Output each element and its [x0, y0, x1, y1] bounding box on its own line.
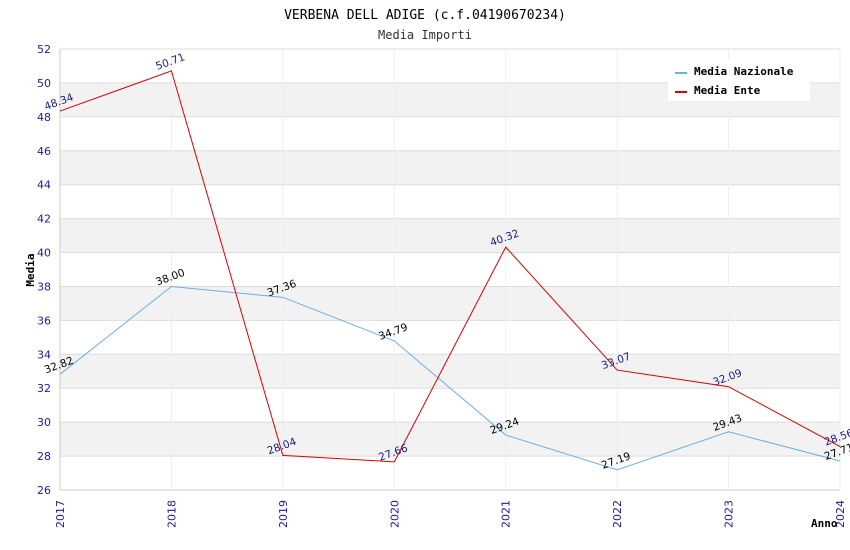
series-line-1 — [59, 70, 841, 463]
y-tick-label: 26 — [37, 484, 51, 497]
grid-band — [60, 286, 840, 321]
x-tick-label: 2023 — [723, 500, 736, 528]
x-tick-label: 2024 — [834, 500, 847, 528]
y-tick-label: 34 — [37, 348, 51, 361]
legend-label-ente: Media Ente — [694, 84, 761, 97]
x-tick-label: 2018 — [165, 500, 178, 528]
y-tick-label: 46 — [37, 145, 51, 158]
y-tick-labels: 26 28 30 32 34 36 38 40 42 44 46 48 50 52 — [37, 43, 51, 497]
grid-band — [60, 354, 840, 389]
legend-label-nazionale: Media Nazionale — [694, 65, 794, 78]
data-label: 38.00 — [154, 267, 186, 289]
y-tick-label: 44 — [37, 179, 51, 192]
x-tick-label: 2022 — [611, 500, 624, 528]
legend: Media Nazionale Media Ente — [668, 59, 810, 101]
y-axis-label: Media — [24, 253, 37, 286]
x-tick-labels: 2017 2018 2019 2020 2021 2022 2023 2024 — [54, 500, 847, 528]
grid-band — [60, 218, 840, 253]
x-tick-label: 2017 — [54, 500, 67, 528]
y-tick-label: 38 — [37, 280, 51, 293]
y-tick-label: 52 — [37, 43, 51, 56]
y-tick-label: 30 — [37, 416, 51, 429]
series-lines — [59, 70, 841, 471]
y-tick-label: 50 — [37, 77, 51, 90]
y-tick-label: 42 — [37, 213, 51, 226]
legend-background — [668, 59, 810, 101]
y-tick-label: 40 — [37, 247, 51, 260]
series-line-0 — [59, 285, 841, 471]
y-tick-label: 36 — [37, 314, 51, 327]
grid-band — [60, 422, 840, 457]
data-label: 50.71 — [154, 51, 186, 73]
data-label: 34.79 — [377, 321, 409, 343]
chart-title: VERBENA DELL ADIGE (c.f.04190670234) — [284, 8, 566, 23]
grid-lines — [59, 48, 841, 491]
y-tick-label: 32 — [37, 382, 51, 395]
x-tick-label: 2020 — [388, 500, 401, 528]
x-tick-label: 2019 — [277, 500, 290, 528]
y-tick-label: 28 — [37, 450, 51, 463]
chart-subtitle: Media Importi — [378, 28, 472, 42]
y-tick-label: 48 — [37, 111, 51, 124]
x-axis-label: Anno — [811, 517, 838, 530]
grid-band — [60, 150, 840, 185]
x-tick-label: 2021 — [500, 500, 513, 528]
